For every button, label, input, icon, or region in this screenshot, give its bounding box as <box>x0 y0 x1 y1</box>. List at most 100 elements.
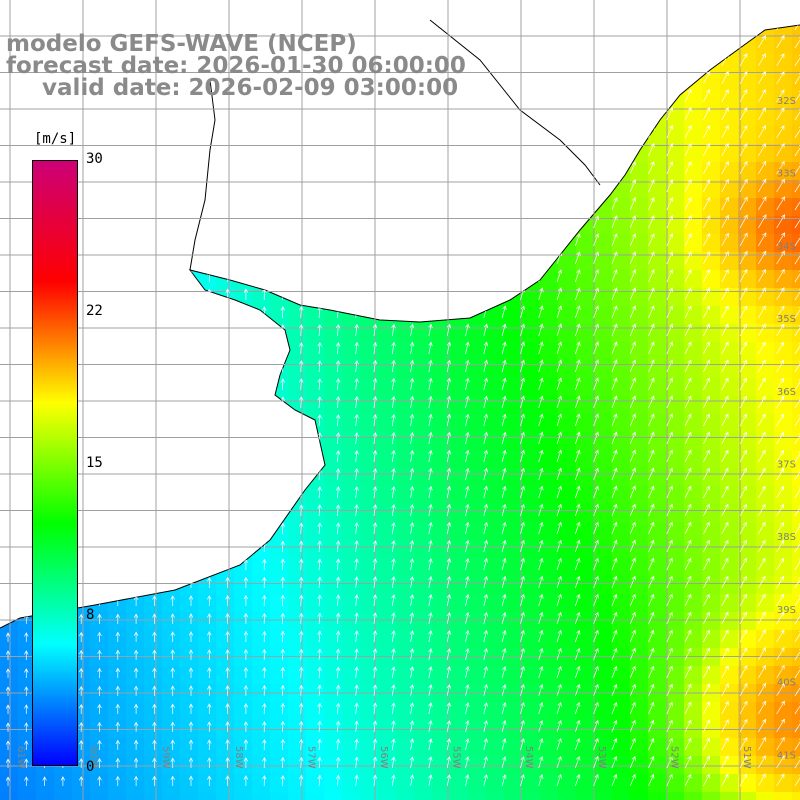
wind-arrow <box>280 252 286 265</box>
speed-cell <box>162 180 181 199</box>
speed-cell <box>162 162 181 181</box>
wind-arrow <box>170 414 175 426</box>
wind-arrow <box>593 737 599 751</box>
wind-arrow <box>794 143 800 157</box>
speed-cell <box>468 540 487 559</box>
wind-arrow <box>335 125 341 139</box>
wind-arrow <box>465 738 470 751</box>
wind-arrow <box>97 487 102 498</box>
speed-cell <box>18 756 37 775</box>
wind-arrow <box>739 700 748 715</box>
wind-arrow <box>391 467 396 481</box>
wind-arrow <box>501 161 507 175</box>
wind-arrow <box>188 324 194 336</box>
wind-arrow <box>243 775 249 786</box>
wind-arrow <box>299 504 304 517</box>
wind-arrow <box>684 89 692 103</box>
wind-arrow <box>465 431 470 445</box>
wind-arrow <box>739 305 748 319</box>
speed-cell <box>360 324 379 343</box>
speed-cell <box>0 666 19 685</box>
wind-arrow <box>409 377 415 391</box>
speed-cell <box>576 126 595 145</box>
wind-arrow <box>5 199 11 210</box>
wind-arrow <box>225 775 230 786</box>
wind-arrow <box>354 450 359 463</box>
speed-cell <box>774 468 793 487</box>
wind-arrow <box>391 558 396 571</box>
wind-arrow <box>97 25 102 30</box>
speed-cell <box>360 558 379 577</box>
wind-arrow <box>538 737 544 751</box>
wind-arrow <box>684 593 692 607</box>
speed-cell <box>450 576 469 595</box>
speed-cell <box>126 738 145 757</box>
wind-arrow <box>133 343 139 354</box>
wind-arrow <box>684 737 692 751</box>
wind-arrow <box>372 702 378 715</box>
wind-arrow <box>757 593 766 607</box>
wind-arrow <box>574 215 581 229</box>
speed-cell <box>180 0 199 19</box>
wind-arrow <box>520 341 526 355</box>
speed-cell <box>576 198 595 217</box>
wind-arrow <box>133 649 139 660</box>
speed-cell <box>558 648 577 667</box>
speed-cell <box>666 666 685 685</box>
wind-arrow <box>648 52 655 67</box>
wind-arrow <box>721 143 729 157</box>
speed-cell <box>288 738 307 757</box>
speed-cell <box>540 25 559 37</box>
speed-cell <box>468 234 487 253</box>
wind-arrow <box>317 233 322 247</box>
speed-cell <box>756 432 775 451</box>
wind-arrow <box>776 718 785 733</box>
wind-arrow <box>133 469 139 480</box>
speed-cell <box>612 0 631 19</box>
speed-cell <box>0 648 19 667</box>
speed-cell <box>504 432 523 451</box>
speed-cell <box>486 234 505 253</box>
speed-cell <box>576 144 595 163</box>
wind-arrow <box>354 522 359 535</box>
speed-cell <box>720 468 739 487</box>
speed-cell <box>612 468 631 487</box>
speed-cell <box>450 162 469 181</box>
wind-arrow <box>24 343 29 354</box>
speed-cell <box>792 234 800 253</box>
speed-cell <box>630 558 649 577</box>
wind-arrow <box>593 701 599 715</box>
wind-arrow <box>188 649 194 660</box>
speed-cell <box>702 288 721 307</box>
speed-cell <box>504 72 523 91</box>
speed-cell <box>126 648 145 667</box>
speed-cell <box>486 324 505 343</box>
speed-cell <box>90 234 109 253</box>
wind-arrow <box>354 468 359 481</box>
longitude-label: 61W <box>15 746 26 769</box>
speed-cell <box>666 522 685 541</box>
speed-cell <box>162 612 181 631</box>
wind-arrow <box>684 611 692 625</box>
wind-arrow <box>739 737 748 751</box>
wind-arrow <box>483 233 489 247</box>
speed-cell <box>126 594 145 613</box>
wind-arrow <box>703 359 710 373</box>
wind-arrow <box>794 178 800 193</box>
wind-arrow <box>556 719 562 733</box>
speed-cell <box>702 450 721 469</box>
wind-arrow <box>501 341 507 355</box>
speed-cell <box>450 270 469 289</box>
speed-cell <box>378 234 397 253</box>
speed-cell <box>630 144 649 163</box>
wind-arrow <box>299 107 304 121</box>
speed-cell <box>360 756 379 775</box>
speed-cell <box>612 594 631 613</box>
wind-arrow <box>776 664 785 679</box>
speed-cell <box>216 180 235 199</box>
wind-arrow <box>501 756 507 769</box>
wind-arrow <box>354 486 359 499</box>
wind-arrow <box>556 71 563 85</box>
wind-arrow <box>188 613 194 624</box>
speed-cell <box>180 576 199 595</box>
